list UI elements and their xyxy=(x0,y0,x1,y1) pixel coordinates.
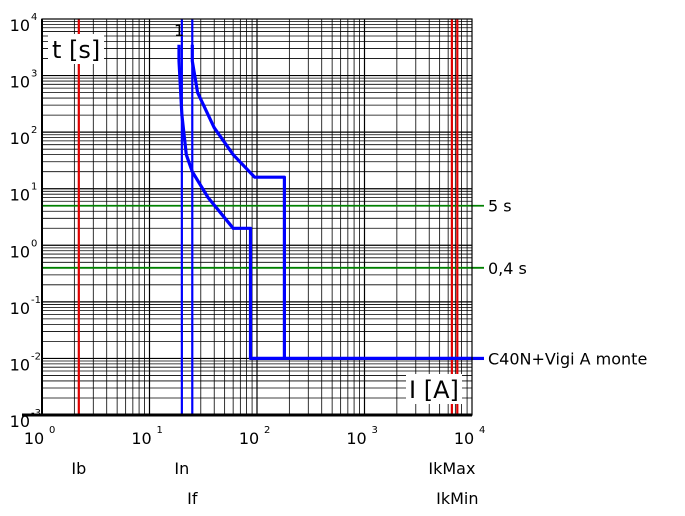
series-label: C40N+Vigi A monte xyxy=(488,349,647,368)
x-tick-label: 10 xyxy=(239,429,259,448)
y-tick-label: 10 xyxy=(10,73,30,92)
plot-frame xyxy=(22,18,473,417)
y-tick-exponent: 4 xyxy=(31,12,37,23)
x-tick-label: 10 xyxy=(346,429,366,448)
y-tick-exponent: -1 xyxy=(31,295,41,306)
reference-current-lines xyxy=(77,19,459,415)
y-tick-exponent: 2 xyxy=(31,125,37,136)
y-tick-label: 10 xyxy=(10,242,30,261)
tripping-curves xyxy=(177,44,484,361)
time-line-label: 5 s xyxy=(488,197,512,216)
x-tick-label: 10 xyxy=(454,429,474,448)
curve-lower-bound xyxy=(177,44,472,360)
current-line-label-if: If xyxy=(187,489,198,508)
x-tick-exponent: 0 xyxy=(49,425,55,436)
current-line-label-ikmax: IkMax xyxy=(428,459,475,478)
y-tick-label: 10 xyxy=(10,16,30,35)
reference-time-lines xyxy=(42,204,484,269)
y-tick-label: 10 xyxy=(10,129,30,148)
x-tick-labels: 10 0 10 1 10 2 10 3 10 4 xyxy=(24,425,486,448)
y-tick-exponent: 0 xyxy=(31,238,37,249)
y-tick-label: 10 xyxy=(10,355,30,374)
y-tick-exponent: -2 xyxy=(31,351,41,362)
time-line-label: 0,4 s xyxy=(488,259,527,278)
y-tick-label: 10 xyxy=(10,186,30,205)
y-tick-label: 10 xyxy=(10,299,30,318)
curve-upper-bound xyxy=(190,44,286,359)
x-axis-label: I [A] xyxy=(409,376,459,404)
y-axis-label: t [s] xyxy=(52,36,100,64)
x-tick-label: 10 xyxy=(24,429,44,448)
y-axis-label-bg xyxy=(48,34,104,64)
current-line-label-ib: Ib xyxy=(71,459,86,478)
y-tick-exponent: 3 xyxy=(31,69,37,80)
y-tick-label: 10 xyxy=(10,412,30,431)
current-line-label-ikmin: IkMin xyxy=(436,489,478,508)
current-line-label-in: In xyxy=(174,459,189,478)
y-tick-exponent: -3 xyxy=(31,408,41,419)
line-labels: 5 s 0,4 s Ib In If IkMax IkMin C40N+Vigi A mont… xyxy=(71,197,647,508)
x-axis-label-bg xyxy=(406,374,462,404)
x-tick-exponent: 4 xyxy=(479,425,485,436)
x-tick-exponent: 1 xyxy=(157,425,163,436)
x-tick-label: 10 xyxy=(131,429,151,448)
y-tick-exponent: 1 xyxy=(31,182,37,193)
curve-marker-label: 1 xyxy=(174,21,184,40)
x-tick-exponent: 2 xyxy=(264,425,270,436)
x-tick-exponent: 3 xyxy=(372,425,378,436)
